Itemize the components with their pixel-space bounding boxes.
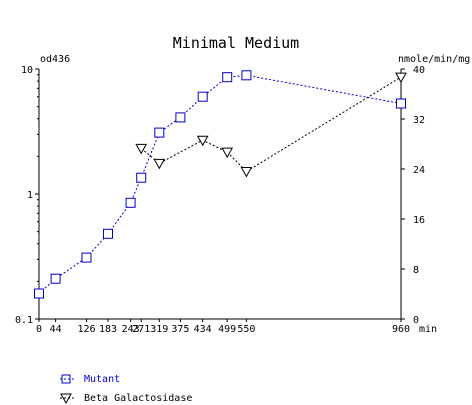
data-point-square [103, 228, 113, 239]
data-point-square [125, 197, 136, 208]
series-line [38, 74, 402, 294]
x-tick-label: 243 [122, 324, 140, 335]
x-tick-label: 183 [99, 324, 117, 335]
legend-item-beta-galactosidase: Beta Galactosidase [60, 393, 192, 405]
legend-square-icon [61, 374, 71, 384]
left-tick-label: 0.1 [15, 315, 33, 326]
data-point-square [396, 98, 406, 109]
x-tick-label: 375 [171, 324, 189, 335]
legend-label-mutant: Mutant [84, 374, 120, 385]
series-lines [38, 74, 402, 294]
x-tick-label: 499 [218, 324, 236, 335]
data-point-square [136, 172, 147, 183]
data-point-square [50, 273, 61, 284]
data-point-triangle [240, 167, 253, 178]
data-point-triangle [395, 72, 407, 84]
data-point-square [175, 112, 186, 123]
data-point-square [222, 72, 233, 83]
x-axis-label: min [419, 324, 437, 335]
data-point-triangle [135, 143, 148, 155]
x-tick-label: 550 [237, 324, 255, 335]
legend-item-mutant: Mutant [60, 374, 120, 385]
left-tick-label: 1 [27, 190, 33, 201]
right-tick-label: 40 [413, 65, 425, 76]
data-point-square [197, 91, 208, 102]
right-tick-label: 16 [413, 215, 425, 226]
series-line [140, 76, 402, 173]
x-tick-label: 271 [132, 324, 150, 335]
chart-title: Minimal Medium [173, 34, 299, 52]
legend-label-beta: Beta Galactosidase [84, 393, 192, 404]
data-point-square [34, 288, 44, 299]
data-point-triangle [153, 158, 166, 170]
x-tick-label: 0 [36, 324, 42, 335]
left-tick-label: 10 [21, 65, 33, 76]
data-point-square [81, 252, 92, 263]
legend-triangle-icon [60, 393, 72, 405]
data-point-triangle [221, 147, 234, 159]
x-tick-label: 960 [392, 324, 410, 335]
legend: Mutant Beta Galactosidase [60, 374, 192, 405]
right-tick-label: 0 [413, 315, 419, 326]
series-markers [34, 70, 407, 299]
x-tick-label: 126 [77, 324, 95, 335]
right-tick-label: 8 [413, 265, 419, 276]
data-point-square [241, 70, 252, 81]
right-tick-label: 24 [413, 165, 425, 176]
data-point-triangle [196, 135, 209, 147]
x-tick-label: 434 [194, 324, 212, 335]
right-axis-label: nmole/min/mg [398, 54, 470, 65]
left-axis-label: od436 [40, 54, 70, 65]
x-tick-label: 319 [150, 324, 168, 335]
x-tick-label: 44 [50, 324, 62, 335]
data-point-square [154, 127, 165, 138]
right-tick-label: 32 [413, 115, 425, 126]
